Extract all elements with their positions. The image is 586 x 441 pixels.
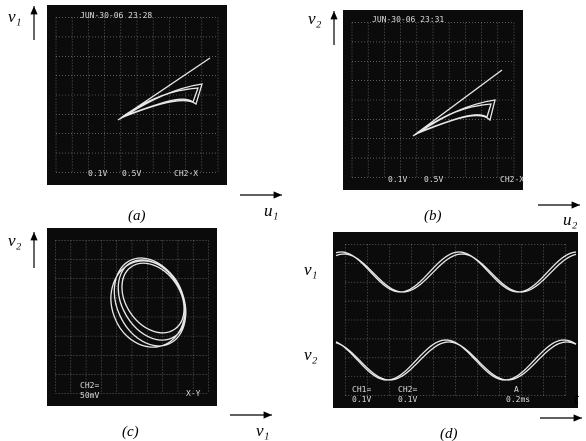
caption: (c) (122, 424, 139, 440)
screen-text: 0.5V (122, 169, 141, 178)
screen-text: CH2= (80, 381, 99, 390)
screen-text: 0.1V (352, 395, 371, 404)
screen-text: CH2-X (174, 169, 198, 178)
screen-text: 0.1V (398, 395, 417, 404)
waveform (335, 253, 577, 293)
trace-label: v₂ (304, 345, 318, 364)
trace-c (110, 257, 187, 348)
screen-text: JUN-30-06 23:31 (372, 15, 444, 24)
trace-d (335, 251, 577, 381)
waveform (335, 341, 577, 381)
y-label: v₁ (8, 7, 21, 26)
trace-label: v₁ (304, 260, 317, 279)
screen-text: 0.5V (424, 175, 443, 184)
caption: (b) (424, 208, 442, 224)
caption: (d) (440, 426, 458, 441)
x-label: t (574, 389, 580, 408)
screen-text: CH1= (352, 385, 371, 394)
screen-text: CH2-X (500, 175, 524, 184)
screen-text: 0.2ms (506, 395, 530, 404)
screen-text: JUN-30-06 23:28 (80, 11, 152, 20)
screen-text: CH2= (398, 385, 417, 394)
trace-b (412, 69, 503, 137)
screen-text: 0.1V (388, 175, 407, 184)
screen-text: 0.1V (88, 169, 107, 178)
y-label: v₂ (308, 9, 322, 28)
x-label: u₂ (563, 210, 578, 229)
x-label: u₁ (264, 201, 278, 220)
caption: (a) (128, 208, 146, 224)
y-label: v₂ (8, 231, 22, 250)
waveform (335, 251, 577, 293)
screen-text: 50mV (80, 391, 99, 400)
x-label: v₁ (256, 421, 269, 440)
screen-text: X-Y (186, 389, 201, 398)
trace-a (117, 57, 211, 121)
screen-text: A (514, 385, 519, 394)
